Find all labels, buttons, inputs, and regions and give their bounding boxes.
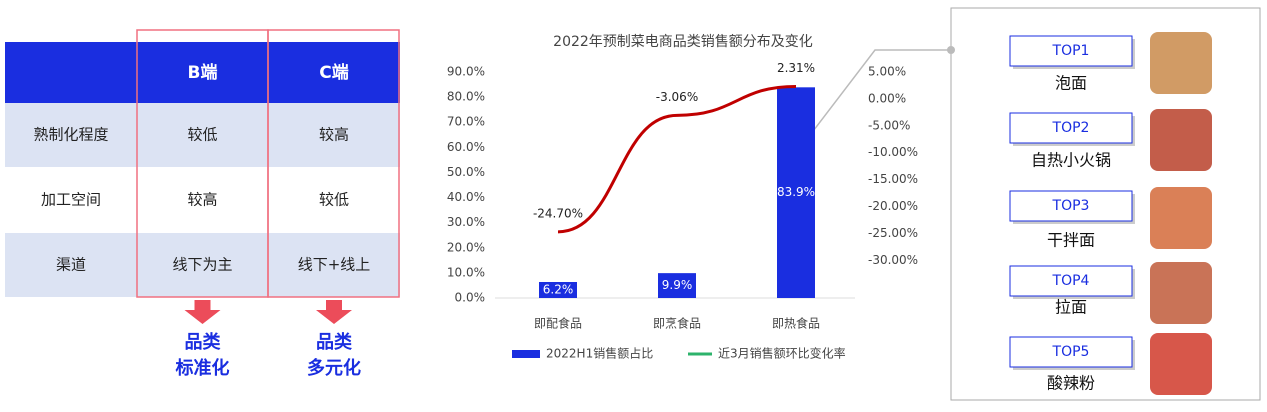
y-tick-label: 40.0% — [447, 190, 485, 204]
header-cell: C端 — [319, 62, 348, 83]
y2-tick-label: -20.00% — [868, 199, 918, 213]
table-cell: 线下为主 — [172, 256, 232, 274]
y2-tick-label: 5.00% — [868, 65, 906, 79]
rank-label: TOP4 — [1052, 273, 1090, 289]
y2-tick-label: -5.00% — [868, 118, 910, 132]
table-row — [5, 167, 400, 233]
bar-label: 83.9% — [777, 185, 815, 199]
table-cell: 较低 — [319, 191, 349, 209]
rank-box — [1009, 265, 1133, 297]
item-name: 干拌面 — [1047, 231, 1095, 250]
product-image — [1150, 262, 1212, 324]
table-cell: 加工空间 — [41, 191, 101, 209]
y-tick-label: 20.0% — [447, 240, 485, 254]
result-text: 标准化 — [175, 357, 230, 379]
y-tick-label: 30.0% — [447, 215, 485, 229]
down-arrow — [316, 300, 352, 324]
table-row — [5, 233, 400, 297]
x-tick-label: 即烹食品 — [653, 316, 701, 331]
y2-tick-label: 0.00% — [868, 91, 906, 105]
column-frame — [267, 29, 400, 298]
table-cell: 较高 — [187, 191, 217, 209]
y-tick-label: 0.0% — [455, 291, 486, 305]
bar-label: 9.9% — [662, 278, 693, 292]
y2-tick-label: -10.00% — [868, 145, 918, 159]
table-cell: 线下+线上 — [298, 256, 371, 274]
table-cell: 渠道 — [56, 256, 86, 274]
table-cell: 熟制化程度 — [33, 126, 108, 144]
table-row — [5, 103, 400, 167]
legend-swatch — [512, 350, 540, 358]
y-tick-label: 90.0% — [447, 65, 485, 79]
y-tick-label: 50.0% — [447, 165, 485, 179]
label-bg — [539, 282, 577, 298]
table-cell: 较高 — [319, 126, 349, 144]
item-name: 自热小火锅 — [1031, 151, 1111, 170]
rank-label: TOP3 — [1052, 198, 1090, 214]
rank-box — [1009, 35, 1133, 67]
line-label: -24.70% — [533, 206, 583, 220]
rank-box — [1009, 336, 1133, 368]
item-name: 拉面 — [1055, 298, 1087, 317]
item-name: 酸辣粉 — [1047, 374, 1095, 393]
line — [557, 84, 797, 234]
bar-label: 6.2% — [543, 283, 574, 297]
table-cell: 较低 — [187, 126, 217, 144]
y-tick-label: 60.0% — [447, 140, 485, 154]
down-arrow — [184, 300, 221, 324]
legend-label: 2022H1销售额占比 — [546, 346, 653, 361]
product-image — [1150, 187, 1212, 249]
y2-tick-label: -25.00% — [868, 226, 918, 240]
rank-box — [1009, 190, 1133, 222]
rank-label: TOP5 — [1052, 344, 1090, 360]
product-image — [1150, 32, 1212, 94]
line-label: -3.06% — [656, 90, 698, 104]
result-text: 多元化 — [307, 357, 361, 379]
connector-dot — [947, 46, 955, 54]
product-image — [1150, 333, 1212, 395]
y-tick-label: 70.0% — [447, 115, 485, 129]
item-name: 泡面 — [1055, 74, 1087, 93]
rank-label: TOP2 — [1052, 120, 1090, 136]
bar — [777, 87, 815, 298]
header-cell: B端 — [188, 62, 218, 83]
rank-box — [1009, 112, 1133, 144]
table-row — [5, 42, 400, 103]
y2-tick-label: -15.00% — [868, 172, 918, 186]
list-frame — [950, 7, 1261, 401]
result-text: 品类 — [185, 331, 222, 353]
line-label: 2.31% — [777, 61, 815, 75]
y2-tick-label: -30.00% — [868, 253, 918, 267]
y-tick-label: 80.0% — [447, 90, 485, 104]
x-tick-label: 即配食品 — [534, 316, 582, 331]
connector — [790, 49, 951, 161]
product-image — [1150, 109, 1212, 171]
chart-title: 2022年预制菜电商品类销售额分布及变化 — [553, 34, 813, 50]
legend-label: 近3月销售额环比变化率 — [718, 346, 846, 361]
rank-label: TOP1 — [1052, 43, 1090, 59]
bar — [658, 273, 696, 298]
result-text: 品类 — [316, 331, 353, 353]
y-tick-label: 10.0% — [447, 265, 485, 279]
x-tick-label: 即热食品 — [772, 316, 820, 331]
